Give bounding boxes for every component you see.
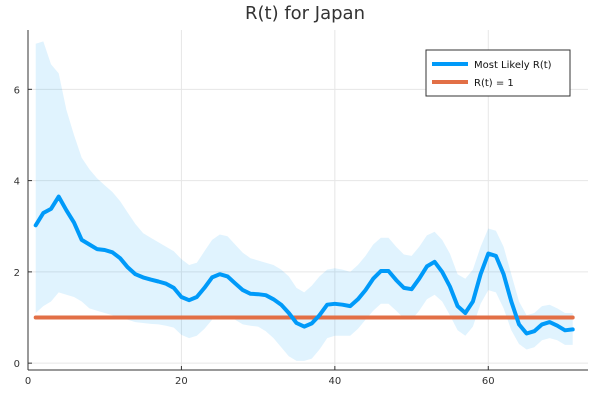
x-tick-label: 0 (25, 376, 31, 387)
axes (27, 30, 588, 371)
x-tick-label: 20 (175, 376, 188, 387)
series-lines (33, 194, 575, 336)
y-tick-label: 2 (14, 268, 20, 279)
legend-label-r-equals-one: R(t) = 1 (474, 78, 514, 89)
x-tick-label: 60 (482, 376, 495, 387)
legend-label-most-likely: Most Likely R(t) (474, 60, 552, 71)
y-ticks: 0 2 4 6 (14, 85, 32, 370)
x-ticks: 0 20 40 60 (25, 366, 495, 387)
series-line-most-likely (33, 194, 575, 336)
legend: Most Likely R(t) R(t) = 1 (425, 49, 571, 97)
x-tick-label: 40 (328, 376, 341, 387)
y-tick-label: 0 (14, 359, 20, 370)
chart-title: R(t) for Japan (245, 3, 365, 24)
y-tick-label: 6 (14, 85, 20, 96)
y-tick-label: 4 (14, 177, 20, 188)
confidence-band-area (35, 41, 573, 361)
legend-box (425, 49, 571, 97)
confidence-band (35, 41, 573, 361)
